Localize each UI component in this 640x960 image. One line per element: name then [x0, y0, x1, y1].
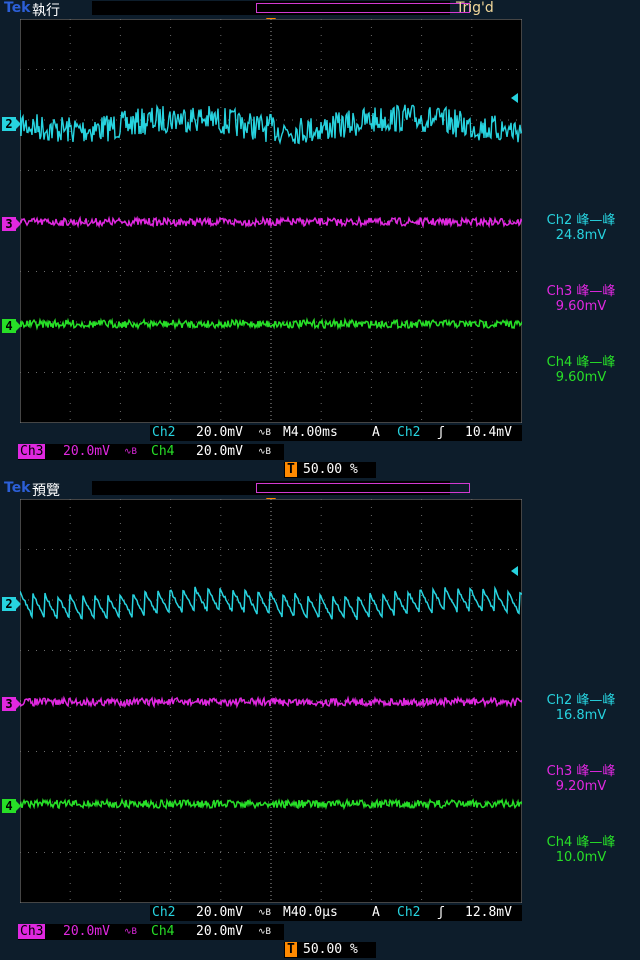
timebase[interactable]: M40.0μs	[283, 905, 338, 920]
ch4-meas-value: 9.60mV	[555, 370, 607, 385]
ch3-ground-marker[interactable]: 3	[2, 217, 21, 231]
status-bar: Ch2 20.0mV ∿B M40.0μs A Ch2 ʃ 12.8mV Ch3…	[0, 905, 640, 960]
ch2-meas-label: Ch2 峰—峰	[546, 213, 616, 228]
ch2-meas-label: Ch2 峰—峰	[546, 693, 616, 708]
ch3-scale[interactable]: 20.0mV	[63, 444, 110, 459]
bandwidth-limit-icon: ∿B	[258, 908, 271, 918]
brand-logo: Tek	[4, 480, 31, 496]
ch3-measurement: Ch3 峰—峰 9.60mV	[526, 284, 636, 314]
record-length-bar	[92, 1, 470, 15]
trigger-status: Trig'd	[456, 0, 494, 16]
status-row-1-bg	[150, 425, 522, 441]
ch4-meas-label: Ch4 峰—峰	[546, 835, 616, 850]
ch2-label[interactable]: Ch2	[152, 425, 176, 440]
header-bar: Tek 預覽	[0, 480, 640, 499]
ch2-meas-value: 24.8mV	[555, 228, 607, 243]
ch4-trace	[20, 797, 522, 811]
ch4-ground-marker[interactable]: 4	[2, 319, 21, 333]
status-row-3-bg	[284, 462, 376, 478]
trigger-mode: A	[372, 425, 380, 440]
ch2-scale[interactable]: 20.0mV	[196, 905, 243, 920]
ch2-ground-marker[interactable]: 2	[2, 117, 21, 131]
trigger-position[interactable]: 50.00 %	[303, 462, 358, 477]
trigger-level-arrow-icon[interactable]	[511, 566, 518, 576]
trigger-source[interactable]: Ch2	[397, 425, 421, 440]
ch4-meas-value: 10.0mV	[555, 850, 607, 865]
status-row-2-bg	[18, 924, 284, 940]
ch2-ground-marker[interactable]: 2	[2, 597, 21, 611]
ch3-bandwidth-icon: ∿B	[124, 447, 137, 457]
ch2-scale[interactable]: 20.0mV	[196, 425, 243, 440]
ch4-scale[interactable]: 20.0mV	[196, 924, 243, 939]
ch3-ground-marker[interactable]: 3	[2, 697, 21, 711]
record-length-bar	[92, 481, 470, 495]
ch4-trace	[20, 317, 522, 331]
ch3-trace	[20, 695, 522, 709]
waveform-display	[20, 19, 522, 423]
waveform-display	[20, 499, 522, 903]
scope-panel-bottom: Tek 預覽 T 2 3 4 Ch2 峰—峰 16.8mV Ch3 峰—峰 9.…	[0, 480, 640, 960]
ch4-meas-label: Ch4 峰—峰	[546, 355, 616, 370]
ch3-trace	[20, 215, 522, 229]
trigger-slope-icon: ʃ	[437, 905, 445, 920]
ch2-meas-value: 16.8mV	[555, 708, 607, 723]
trigger-level[interactable]: 12.8mV	[465, 905, 512, 920]
trigger-level-arrow-icon[interactable]	[511, 93, 518, 103]
record-window	[256, 3, 470, 13]
timebase[interactable]: M4.00ms	[283, 425, 338, 440]
status-row-2-bg	[18, 444, 284, 460]
ch2-trace	[20, 104, 522, 146]
ch2-trace	[20, 585, 522, 621]
acquisition-mode: 預覽	[32, 483, 60, 499]
ch3-measurement: Ch3 峰—峰 9.20mV	[526, 764, 636, 794]
trigger-slope-icon: ʃ	[437, 425, 445, 440]
ch4-ground-marker[interactable]: 4	[2, 799, 21, 813]
ch3-meas-value: 9.20mV	[555, 779, 607, 794]
status-row-1-bg	[150, 905, 522, 921]
ch4-bandwidth-icon: ∿B	[258, 927, 271, 937]
status-row-3-bg	[284, 942, 376, 958]
trigger-position[interactable]: 50.00 %	[303, 942, 358, 957]
ch2-measurement: Ch2 峰—峰 16.8mV	[526, 693, 636, 723]
ch4-scale[interactable]: 20.0mV	[196, 444, 243, 459]
ch4-measurement: Ch4 峰—峰 10.0mV	[526, 835, 636, 865]
ch3-meas-label: Ch3 峰—峰	[546, 284, 616, 299]
trigger-position-icon: T	[285, 462, 297, 477]
ch4-label[interactable]: Ch4	[151, 924, 175, 939]
ch3-meas-label: Ch3 峰—峰	[546, 764, 616, 779]
brand-logo: Tek	[4, 0, 31, 16]
ch3-label[interactable]: Ch3	[18, 924, 46, 939]
ch2-measurement: Ch2 峰—峰 24.8mV	[526, 213, 636, 243]
bandwidth-limit-icon: ∿B	[258, 428, 271, 438]
ch3-scale[interactable]: 20.0mV	[63, 924, 110, 939]
ch2-label[interactable]: Ch2	[152, 905, 176, 920]
ch3-meas-value: 9.60mV	[555, 299, 607, 314]
trigger-level[interactable]: 10.4mV	[465, 425, 512, 440]
scope-panel-top: Tek 執行 Trig'd T 2 3 4 Ch2 峰—峰 24.8mV Ch3…	[0, 0, 640, 480]
trigger-position-icon: T	[285, 942, 297, 957]
ch4-measurement: Ch4 峰—峰 9.60mV	[526, 355, 636, 385]
ch3-bandwidth-icon: ∿B	[124, 927, 137, 937]
header-bar: Tek 執行 Trig'd	[0, 0, 640, 19]
ch3-label[interactable]: Ch3	[18, 444, 46, 459]
trigger-mode: A	[372, 905, 380, 920]
trigger-source[interactable]: Ch2	[397, 905, 421, 920]
acquisition-mode: 執行	[32, 3, 60, 19]
ch4-bandwidth-icon: ∿B	[258, 447, 271, 457]
ch4-label[interactable]: Ch4	[151, 444, 175, 459]
status-bar: Ch2 20.0mV ∿B M4.00ms A Ch2 ʃ 10.4mV Ch3…	[0, 425, 640, 480]
record-window	[256, 483, 470, 493]
